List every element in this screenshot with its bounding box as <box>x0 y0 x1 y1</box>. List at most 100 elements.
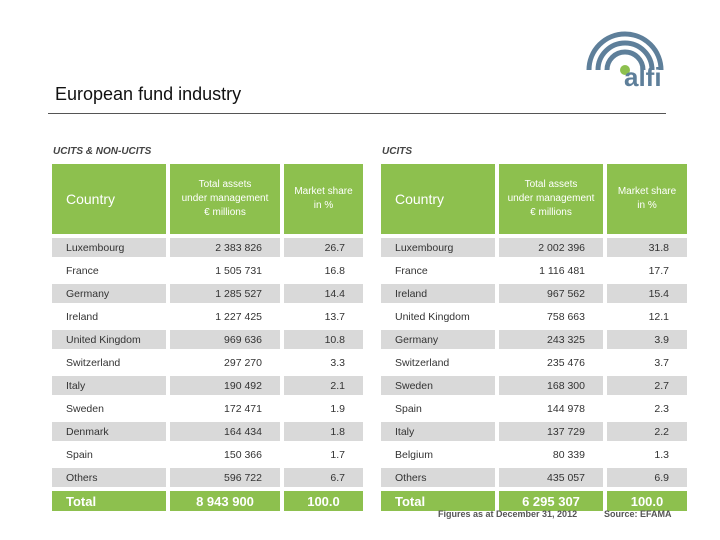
share-cell: 3.7 <box>654 356 669 369</box>
assets-cell: 758 663 <box>547 310 585 323</box>
country-cell: France <box>395 264 428 277</box>
share-cell: 2.3 <box>654 402 669 415</box>
assets-cell: 80 339 <box>552 448 585 461</box>
table-row: Spain 150 366 1.7 <box>52 445 363 464</box>
assets-cell: 2 383 826 <box>170 238 280 257</box>
assets-cell: 2 002 396 <box>499 238 603 257</box>
table-row: Spain 144 978 2.3 <box>381 399 687 418</box>
country-cell: Switzerland <box>395 356 450 369</box>
logo-arc-inner <box>604 49 646 71</box>
header-share: Market share in % <box>607 164 687 234</box>
table-row: France 1 116 481 17.7 <box>381 261 687 280</box>
share-cell: 3.9 <box>607 330 687 349</box>
table-row: Luxembourg 2 383 826 26.7 <box>52 238 363 257</box>
country-cell: Luxembourg <box>52 238 166 257</box>
country-cell: Spain <box>395 402 422 415</box>
country-cell: Others <box>52 468 166 487</box>
share-cell: 3.3 <box>330 356 345 369</box>
assets-cell: 1 116 481 <box>539 264 585 277</box>
share-cell: 12.1 <box>648 310 669 323</box>
assets-cell: 1 285 527 <box>170 284 280 303</box>
title-divider <box>48 113 666 114</box>
share-cell: 6.7 <box>284 468 363 487</box>
table-row: Germany 243 325 3.9 <box>381 330 687 349</box>
country-cell: Belgium <box>395 448 433 461</box>
table-row: Sweden 172 471 1.9 <box>52 399 363 418</box>
country-cell: United Kingdom <box>52 330 166 349</box>
source-note: Source: EFAMA <box>604 509 672 519</box>
share-cell: 6.9 <box>607 468 687 487</box>
table-row: Others 596 722 6.7 <box>52 468 363 487</box>
share-cell: 1.8 <box>284 422 363 441</box>
header-country: Country <box>381 164 495 234</box>
table-row: Belgium 80 339 1.3 <box>381 445 687 464</box>
total-label: Total <box>52 491 166 511</box>
header-assets: Total assets under management € millions <box>170 164 280 234</box>
country-cell: Denmark <box>52 422 166 441</box>
logo-arc-middle <box>595 40 655 71</box>
table-row: Switzerland 297 270 3.3 <box>52 353 363 372</box>
table-row: Ireland 1 227 425 13.7 <box>52 307 363 326</box>
share-cell: 2.7 <box>607 376 687 395</box>
share-cell: 1.7 <box>330 448 345 461</box>
logo-dot <box>620 65 630 75</box>
country-cell: Luxembourg <box>381 238 495 257</box>
share-cell: 17.7 <box>648 264 669 277</box>
table-row: Ireland 967 562 15.4 <box>381 284 687 303</box>
header-country: Country <box>52 164 166 234</box>
table-row: Sweden 168 300 2.7 <box>381 376 687 395</box>
assets-cell: 967 562 <box>499 284 603 303</box>
ucits-non-ucits-table: Country Total assets under management € … <box>48 160 367 515</box>
alfi-logo <box>586 31 664 75</box>
assets-cell: 164 434 <box>170 422 280 441</box>
country-cell: Italy <box>52 376 166 395</box>
logo-arc-outer <box>586 31 664 71</box>
page-title: European fund industry <box>55 84 242 104</box>
table-row: Germany 1 285 527 14.4 <box>52 284 363 303</box>
logo-text: alfi <box>624 62 662 92</box>
assets-cell: 144 978 <box>547 402 585 415</box>
total-share: 100.0 <box>607 491 687 511</box>
left-section-label: UCITS & NON-UCITS <box>53 146 152 157</box>
header-row: Country Total assets under management € … <box>381 164 687 234</box>
country-cell: Ireland <box>66 310 99 323</box>
country-cell: Germany <box>52 284 166 303</box>
total-share: 100.0 <box>284 491 363 511</box>
country-cell: Others <box>381 468 495 487</box>
table-row: United Kingdom 969 636 10.8 <box>52 330 363 349</box>
assets-cell: 596 722 <box>170 468 280 487</box>
country-cell: Italy <box>381 422 495 441</box>
country-cell: Sweden <box>381 376 495 395</box>
country-cell: Ireland <box>381 284 495 303</box>
share-cell: 31.8 <box>607 238 687 257</box>
table-row: Italy 137 729 2.2 <box>381 422 687 441</box>
table-row: Luxembourg 2 002 396 31.8 <box>381 238 687 257</box>
share-cell: 1.3 <box>654 448 669 461</box>
total-row: Total 6 295 307 100.0 <box>381 491 687 511</box>
assets-cell: 168 300 <box>499 376 603 395</box>
assets-cell: 235 476 <box>547 356 585 369</box>
share-cell: 2.2 <box>607 422 687 441</box>
assets-cell: 297 270 <box>224 356 262 369</box>
share-cell: 15.4 <box>607 284 687 303</box>
share-cell: 10.8 <box>284 330 363 349</box>
assets-cell: 150 366 <box>224 448 262 461</box>
country-cell: Germany <box>381 330 495 349</box>
total-label: Total <box>381 491 495 511</box>
table-row: United Kingdom 758 663 12.1 <box>381 307 687 326</box>
country-cell: Spain <box>66 448 93 461</box>
country-cell: Switzerland <box>66 356 121 369</box>
ucits-table: Country Total assets under management € … <box>377 160 691 515</box>
share-cell: 26.7 <box>284 238 363 257</box>
share-cell: 2.1 <box>284 376 363 395</box>
country-cell: Sweden <box>66 402 104 415</box>
assets-cell: 1 227 425 <box>215 310 262 323</box>
total-row: Total 8 943 900 100.0 <box>52 491 363 511</box>
header-assets: Total assets under management € millions <box>499 164 603 234</box>
share-cell: 13.7 <box>324 310 345 323</box>
assets-cell: 1 505 731 <box>215 264 262 277</box>
share-cell: 14.4 <box>284 284 363 303</box>
assets-cell: 190 492 <box>170 376 280 395</box>
total-assets: 8 943 900 <box>170 491 280 511</box>
table-row: Switzerland 235 476 3.7 <box>381 353 687 372</box>
